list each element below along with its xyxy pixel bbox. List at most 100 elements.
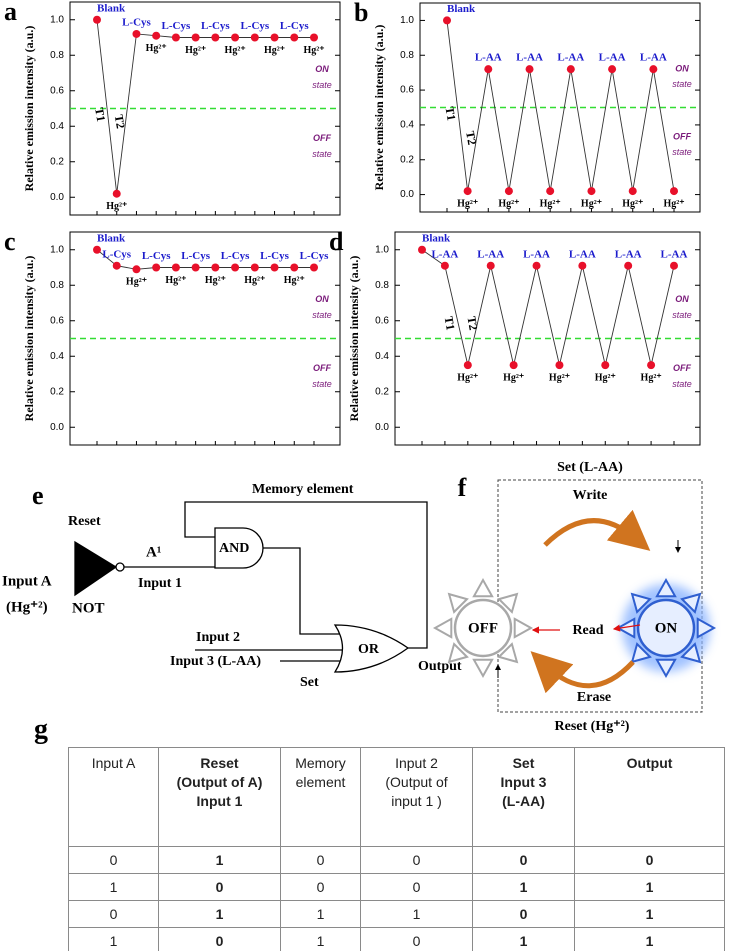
data-point: [628, 187, 637, 196]
point-label: Hg²⁺: [457, 372, 478, 383]
data-point: [484, 65, 493, 74]
data-point: [290, 263, 299, 272]
data-point: [587, 187, 596, 196]
data-point: [191, 263, 200, 272]
and-gate: [214, 527, 264, 569]
data-point: [310, 263, 318, 272]
data-point: [231, 33, 240, 42]
data-point: [231, 263, 240, 272]
table-cell: 0: [158, 873, 281, 901]
transition-label: T2: [463, 130, 479, 146]
series-line: [421, 249, 675, 366]
y-axis-label: Relative emission intensity (a.u.): [22, 26, 36, 192]
panel-label: d: [329, 227, 344, 256]
state-label: state: [312, 149, 332, 159]
point-label: Hg²⁺: [244, 275, 265, 286]
data-point: [171, 263, 180, 272]
y-tick-label: 0.6: [50, 85, 64, 96]
table-cell: 0: [280, 846, 361, 874]
read-label: Read: [572, 623, 603, 638]
point-label: L-Cys: [280, 20, 309, 32]
table-cell: 1: [472, 927, 575, 951]
logic-circuit: [74, 501, 428, 673]
y-tick-label: 0.0: [50, 422, 64, 433]
data-point: [211, 263, 220, 272]
table-cell: 0: [68, 900, 159, 928]
y-tick-label: 0.8: [375, 280, 389, 291]
truth-table: Input A Reset (Output of A) Input 1 Memory el…: [68, 747, 725, 951]
y-tick-label: 0.6: [50, 315, 64, 326]
table-cell: 1: [574, 927, 725, 951]
point-label: Hg²⁺: [185, 45, 206, 56]
write-arrow: [543, 509, 651, 551]
state-label: OFF: [313, 363, 331, 373]
y-tick-label: 0.8: [400, 50, 414, 61]
table-cell: 1: [158, 900, 281, 928]
data-point: [93, 15, 101, 24]
point-label: L-Cys: [201, 20, 230, 32]
table-cell: 0: [472, 846, 575, 874]
point-label: L-Cys: [122, 16, 151, 28]
point-label: Hg²⁺: [498, 198, 519, 209]
state-label: state: [672, 310, 692, 320]
point-label: Hg²⁺: [457, 198, 478, 209]
data-point: [509, 361, 518, 370]
y-axis-label: Relative emission intensity (a.u.): [22, 256, 36, 422]
point-label: L-Cys: [260, 250, 289, 262]
on-label: ON: [655, 620, 678, 636]
table-cell: 1: [68, 873, 159, 901]
point-label: Hg²⁺: [284, 275, 305, 286]
wire: [184, 501, 428, 649]
point-label: L-AA: [599, 52, 626, 64]
reset-label: Reset: [68, 514, 101, 529]
y-tick-label: 0.6: [375, 315, 389, 326]
header-row: Input A Reset (Output of A) Input 1 Memory el…: [68, 747, 725, 847]
y-tick-label: 0.4: [400, 120, 414, 131]
data-point: [670, 261, 678, 270]
data-point: [250, 33, 259, 42]
series-line: [446, 20, 675, 192]
header-text: Reset: [200, 755, 239, 771]
a1-label: A¹: [146, 544, 161, 560]
data-point: [578, 261, 587, 270]
header-text: Input 3: [500, 774, 547, 790]
point-label: L-AA: [477, 248, 504, 260]
state-label: OFF: [673, 363, 691, 373]
y-tick-label: 1.0: [50, 244, 64, 255]
point-label: Hg²⁺: [581, 198, 602, 209]
header-text: Input 2: [395, 755, 438, 771]
sun-disc: [453, 598, 513, 658]
header-cell: Set Input 3 (L-AA): [472, 747, 575, 847]
state-label: OFF: [313, 133, 331, 143]
panel-label: b: [354, 0, 368, 27]
data-point: [418, 245, 426, 254]
figure-canvas: e Reset Input A (Hg⁺²) NOT A¹ Input 1 AN…: [2, 0, 717, 734]
point-label: Blank: [447, 3, 476, 15]
data-point: [525, 65, 534, 74]
state-label: state: [312, 379, 332, 389]
or-gate: [333, 624, 410, 673]
input-2-label: Input 2: [196, 630, 240, 645]
y-tick-label: 0.2: [50, 386, 64, 397]
erase-arrow: [530, 651, 635, 694]
header-cell: Output: [574, 747, 725, 847]
table-cell: 0: [574, 846, 725, 874]
point-label: L-Cys: [142, 250, 171, 262]
data-point: [486, 261, 495, 270]
not-label: NOT: [72, 600, 105, 616]
read-arrow: [612, 624, 641, 632]
data-point: [270, 263, 279, 272]
header-cell: Input A: [68, 747, 159, 847]
and-label: AND: [219, 541, 249, 556]
off-label: OFF: [468, 620, 498, 636]
point-label: Hg²⁺: [225, 45, 246, 56]
header-cell: Memory element: [280, 747, 361, 847]
table-cell: 1: [574, 900, 725, 928]
point-label: L-AA: [557, 52, 584, 64]
y-tick-label: 1.0: [50, 14, 64, 25]
header-text: Input 1: [196, 793, 243, 809]
point-label: L-AA: [431, 248, 458, 260]
data-point: [112, 261, 121, 270]
